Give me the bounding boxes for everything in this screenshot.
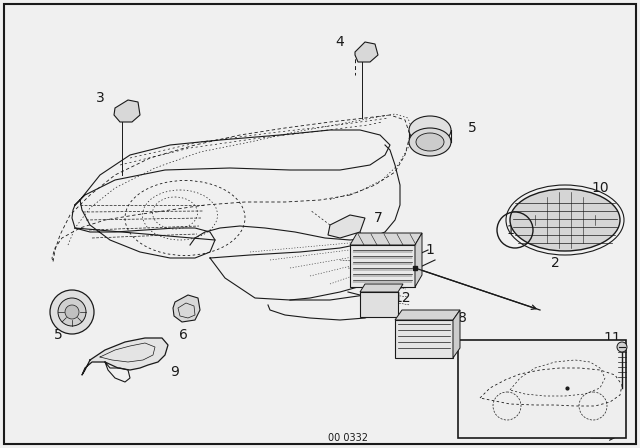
Polygon shape: [82, 338, 168, 375]
Circle shape: [65, 305, 79, 319]
Text: 5: 5: [468, 121, 476, 135]
Bar: [395, 320, 453, 358]
Text: 1: 1: [426, 243, 435, 257]
Text: 8: 8: [458, 311, 467, 325]
Bar: [360, 292, 398, 317]
Polygon shape: [453, 310, 460, 358]
Ellipse shape: [510, 189, 620, 251]
Ellipse shape: [409, 116, 451, 144]
Circle shape: [58, 298, 86, 326]
Ellipse shape: [409, 128, 451, 156]
Text: 00 0332: 00 0332: [328, 433, 368, 443]
Circle shape: [50, 290, 94, 334]
Text: 5: 5: [54, 328, 62, 342]
Text: 12: 12: [393, 291, 411, 305]
Circle shape: [617, 342, 627, 352]
Bar: [350, 245, 415, 287]
Text: 4: 4: [335, 35, 344, 49]
Text: 10: 10: [591, 181, 609, 195]
Text: 9: 9: [171, 365, 179, 379]
Polygon shape: [355, 42, 378, 62]
Polygon shape: [328, 215, 365, 238]
Text: 6: 6: [179, 328, 188, 342]
Bar: [458, 340, 626, 438]
Text: 11: 11: [603, 331, 621, 345]
Polygon shape: [350, 233, 422, 245]
Text: 11: 11: [507, 224, 523, 237]
Polygon shape: [415, 233, 422, 287]
Polygon shape: [114, 100, 140, 122]
Polygon shape: [360, 284, 403, 292]
Polygon shape: [395, 310, 460, 320]
Text: 2: 2: [550, 256, 559, 270]
Polygon shape: [173, 295, 200, 322]
Ellipse shape: [416, 133, 444, 151]
Text: 7: 7: [374, 211, 382, 225]
Text: 3: 3: [95, 91, 104, 105]
